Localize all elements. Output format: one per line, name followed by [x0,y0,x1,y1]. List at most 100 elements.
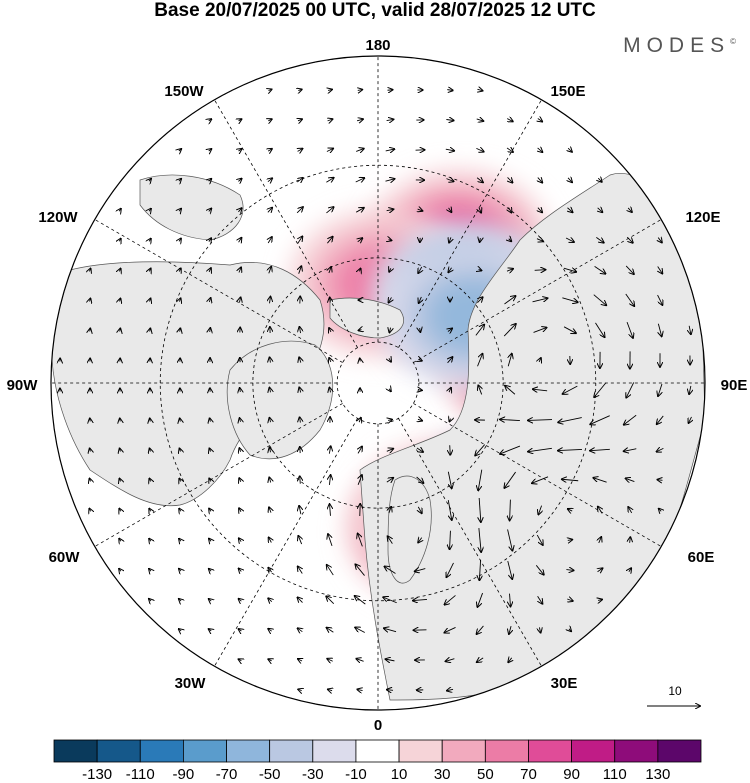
wind-arrow [269,537,272,542]
wind-arrow [119,479,120,482]
wind-arrow [329,328,331,332]
wind-arrow [418,419,422,420]
map-border [50,55,706,711]
colorbar-swatch [139,739,184,763]
wind-arrow [532,298,548,302]
colorbar-label: 110 [603,766,627,783]
wind-arrow [299,506,301,515]
wind-arrow [329,446,330,454]
wind-arrow [119,509,120,512]
wind-arrow [562,479,579,481]
wind-arrow [477,592,483,607]
wind-arrow [240,418,241,422]
wind-arrow [628,208,632,212]
wind-arrow [446,179,453,182]
wind-arrow [240,388,241,392]
wind-arrow [359,269,360,272]
wind-arrow [326,149,333,152]
lon-label-150e: 150E [550,83,585,100]
wind-arrow [268,89,271,90]
wind-arrow [239,659,242,661]
wind-arrow [268,119,271,121]
wind-arrow [268,149,272,151]
wind-arrow [298,597,303,602]
wind-arrow [269,448,270,453]
wind-arrow [269,418,270,422]
wind-arrow [538,505,541,515]
wind-arrow [150,449,151,452]
wind-arrow [328,90,332,91]
wind-arrow [598,600,602,601]
wind-arrow [558,417,582,423]
wind-arrow [568,148,572,152]
wind-arrow [239,508,241,511]
wind-arrow [179,209,181,212]
wind-arrow [120,299,121,302]
wind-arrow [563,268,576,272]
wind-arrow [386,209,394,210]
wind-arrow [119,569,121,571]
wind-arrow [449,388,451,392]
wind-arrow [418,209,423,211]
wind-arrow [149,239,151,242]
modes-logo: MODES© [623,34,736,58]
wind-arrow [90,329,91,332]
wind-arrow [477,297,482,304]
wind-arrow [358,238,363,242]
wind-arrow [476,178,483,183]
colorbar-swatch [657,739,702,763]
colorbar-label: 90 [563,766,580,783]
wind-arrow [209,448,210,451]
wind-arrow [268,659,271,661]
wind-arrow [598,507,602,514]
wind-arrow [596,236,603,242]
wind-arrow [477,89,482,90]
wind-vectors [60,89,692,690]
wind-arrow [449,208,452,212]
wind-arrow [479,207,481,212]
wind-arrow [179,539,181,541]
wind-arrow [449,419,450,422]
wind-arrow [209,569,211,571]
wind-arrow [120,329,121,332]
wind-arrow [179,298,180,301]
colorbar-swatch [355,739,400,763]
wind-arrow [270,297,271,304]
wind-arrow [356,149,364,152]
wind-arrow [594,265,606,273]
wind-arrow [386,478,393,482]
wind-arrow [383,597,397,604]
colorbar-label: -130 [82,766,112,783]
wind-arrow [269,388,270,393]
wind-arrow [445,595,456,604]
colorbar-swatch [53,739,98,763]
wind-arrow [563,326,576,333]
wind-arrow [445,149,454,151]
wind-arrow [418,538,422,543]
wind-arrow [328,689,332,690]
wind-arrow [658,266,663,273]
wind-arrow [510,499,511,521]
wind-arrow [567,599,572,601]
wind-arrow [389,268,391,271]
lon-label-90w: 90W [7,377,39,394]
wind-arrow [385,566,396,574]
wind-arrow [359,418,361,422]
wind-arrow [504,471,516,488]
land-alaska [139,174,244,241]
wind-arrow [566,570,573,571]
wind-arrow [356,119,363,121]
wind-arrow [209,209,211,212]
wind-arrow [179,149,181,151]
wind-arrow [119,539,121,542]
wind-arrow [598,208,603,212]
wind-arrow [447,689,454,690]
wind-arrow [386,119,394,120]
wind-arrow [268,237,272,244]
colorbar-label: -50 [259,766,281,783]
wind-arrow [209,268,211,272]
wind-arrow [119,269,120,272]
wind-arrow [625,265,634,274]
wind-arrow [416,476,424,483]
wind-arrow [538,178,542,183]
